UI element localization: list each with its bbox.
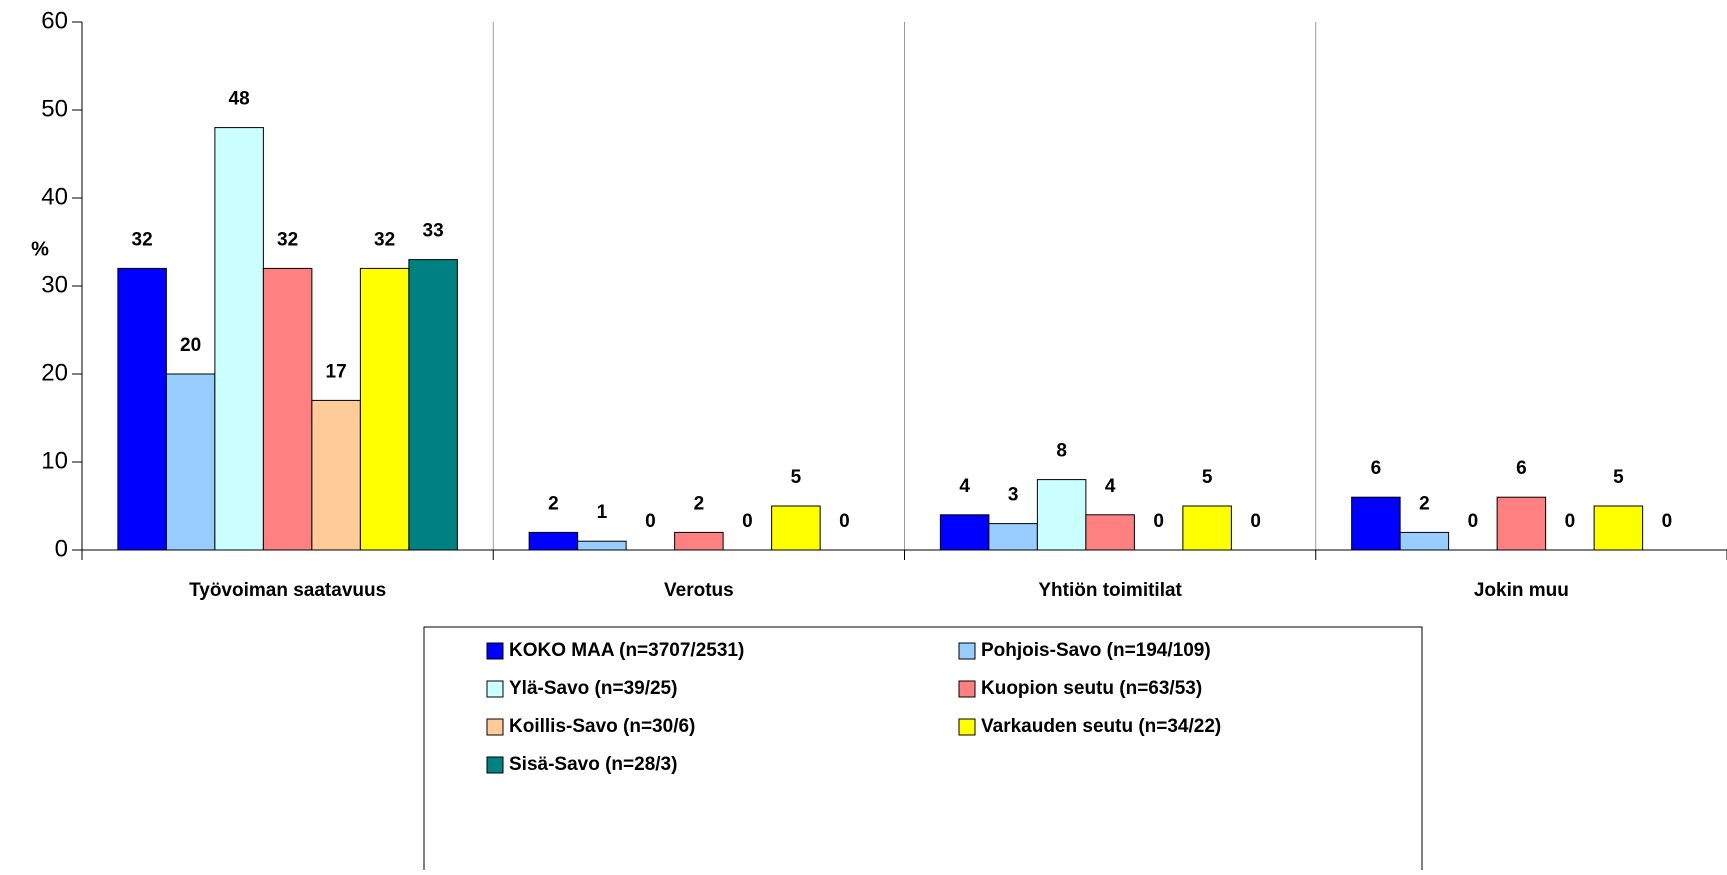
y-tick-label: 50 <box>41 95 68 122</box>
bar <box>939 514 990 551</box>
legend-label: Sisä-Savo (n=28/3) <box>509 754 677 775</box>
value-label: 0 <box>742 511 753 532</box>
value-label: 5 <box>1613 467 1624 488</box>
bar <box>262 267 313 551</box>
value-label: 6 <box>1371 458 1382 479</box>
value-label: 4 <box>959 476 970 497</box>
value-label: 0 <box>1468 511 1479 532</box>
value-label: 33 <box>423 221 444 242</box>
legend-label: Pohjois-Savo (n=194/109) <box>981 640 1211 661</box>
legend-label: KOKO MAA (n=3707/2531) <box>509 640 744 661</box>
legend-marker <box>486 718 504 736</box>
value-label: 0 <box>1565 511 1576 532</box>
x-tick-label: Jokin muu <box>1474 580 1569 601</box>
value-label: 5 <box>791 467 802 488</box>
value-label: 32 <box>374 229 395 250</box>
y-tick-label: 0 <box>55 535 68 562</box>
legend-label: Varkauden seutu (n=34/22) <box>981 716 1221 737</box>
value-label: 6 <box>1516 458 1527 479</box>
value-label: 0 <box>839 511 850 532</box>
value-label: 20 <box>180 335 201 356</box>
bar <box>1399 531 1450 551</box>
legend-marker <box>486 642 504 660</box>
y-tick-label: 60 <box>41 7 68 34</box>
value-label: 32 <box>132 229 153 250</box>
bar <box>674 531 724 551</box>
value-label: 17 <box>326 361 347 382</box>
legend-marker <box>958 642 976 660</box>
value-label: 0 <box>1153 511 1164 532</box>
bar <box>771 505 821 551</box>
y-tick-label: 20 <box>41 359 68 386</box>
bar <box>528 531 579 551</box>
bar <box>165 373 216 551</box>
bar <box>1496 496 1547 551</box>
value-label: 48 <box>229 89 250 110</box>
y-axis-label: % <box>31 238 49 260</box>
legend-label: Koillis-Savo (n=30/6) <box>509 716 695 737</box>
legend-box <box>423 626 1423 875</box>
legend-label: Kuopion seutu (n=63/53) <box>981 678 1202 699</box>
bar <box>1085 514 1135 551</box>
bar <box>408 259 458 551</box>
value-label: 1 <box>597 502 608 523</box>
legend-marker <box>958 680 976 698</box>
value-label: 2 <box>548 493 559 514</box>
bar <box>311 399 361 551</box>
value-label: 0 <box>645 511 656 532</box>
bar <box>1593 505 1644 551</box>
value-label: 3 <box>1008 485 1019 506</box>
value-label: 8 <box>1056 441 1067 462</box>
bar <box>359 267 410 551</box>
legend-marker <box>486 756 504 774</box>
legend-marker <box>958 718 976 736</box>
x-tick-label: Verotus <box>664 580 734 601</box>
legend-label: Ylä-Savo (n=39/25) <box>509 678 677 699</box>
bar <box>1036 479 1087 551</box>
y-tick-label: 40 <box>41 183 68 210</box>
value-label: 0 <box>1662 511 1673 532</box>
bar <box>117 267 167 551</box>
value-label: 5 <box>1202 467 1213 488</box>
value-label: 2 <box>694 493 705 514</box>
bar <box>1182 505 1232 551</box>
legend-marker <box>486 680 504 698</box>
value-label: 2 <box>1419 493 1430 514</box>
bar <box>214 127 264 551</box>
value-label: 0 <box>1250 511 1261 532</box>
x-tick-label: Yhtiön toimitilat <box>1038 580 1182 601</box>
x-tick-label: Työvoiman saatavuus <box>189 580 386 601</box>
y-tick-label: 10 <box>41 447 68 474</box>
value-label: 32 <box>277 229 298 250</box>
bar <box>577 540 627 551</box>
bar <box>988 523 1038 551</box>
y-tick-label: 30 <box>41 271 68 298</box>
bar <box>1351 496 1401 551</box>
value-label: 4 <box>1105 476 1116 497</box>
